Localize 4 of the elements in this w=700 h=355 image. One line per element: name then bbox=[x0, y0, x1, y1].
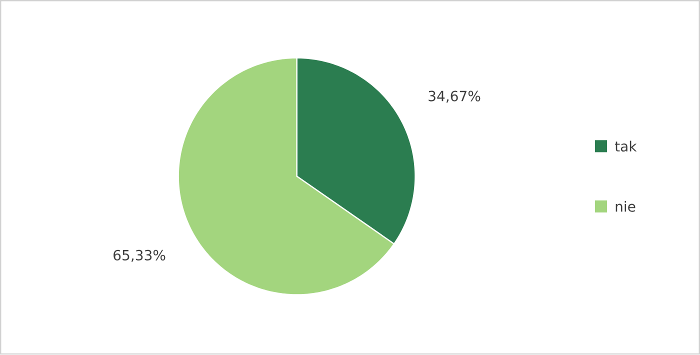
data-label: 34,67% bbox=[428, 90, 480, 103]
data-label: 65,33% bbox=[114, 250, 166, 262]
legend-label: tak bbox=[614, 140, 637, 152]
legend-label: nie bbox=[616, 201, 636, 212]
